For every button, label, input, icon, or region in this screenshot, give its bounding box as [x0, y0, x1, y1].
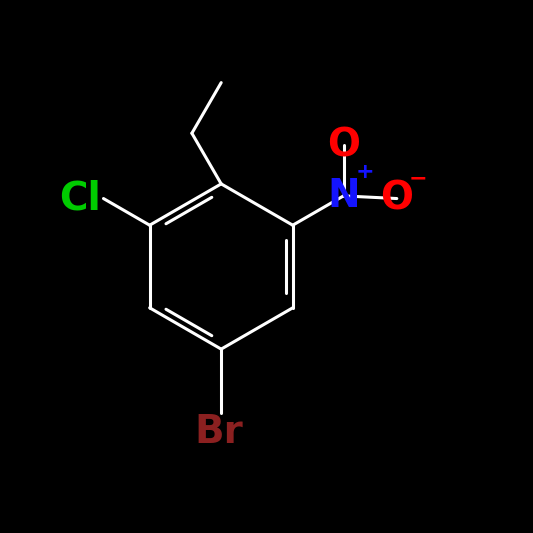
Text: Br: Br	[194, 413, 243, 451]
Text: Cl: Cl	[59, 180, 101, 217]
Text: O: O	[381, 180, 413, 217]
Text: +: +	[355, 162, 374, 182]
Text: O: O	[327, 126, 360, 164]
Text: N: N	[327, 177, 360, 215]
Text: −: −	[408, 169, 427, 189]
